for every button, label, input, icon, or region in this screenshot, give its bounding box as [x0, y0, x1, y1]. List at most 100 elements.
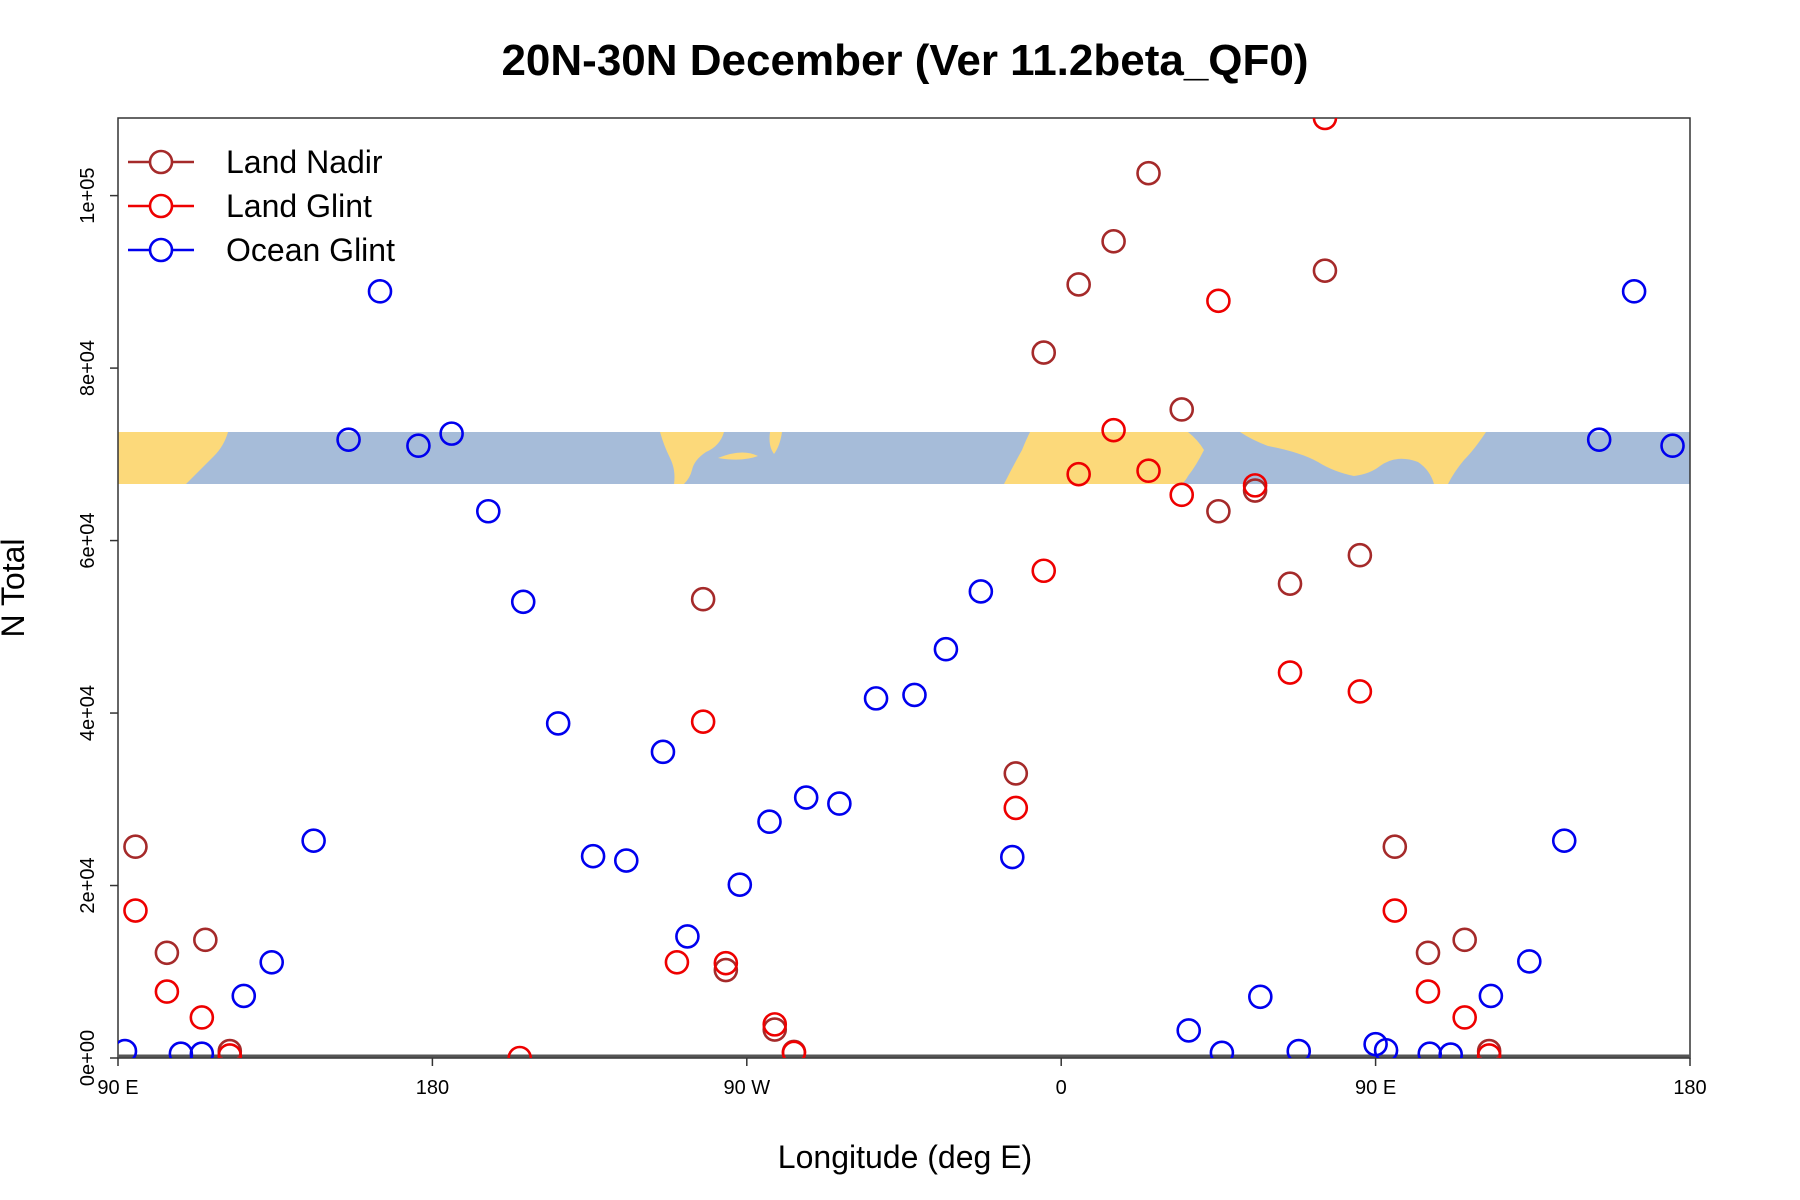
- data-point: [664, 949, 690, 975]
- data-point: [510, 589, 536, 615]
- data-point: [123, 898, 148, 923]
- data-point: [1169, 482, 1195, 508]
- y-axis: 0e+00 2e+04 4e+04 6e+04 8e+04 1e+05: [77, 168, 118, 1086]
- data-point: [507, 1045, 533, 1058]
- data-point: [1415, 940, 1441, 966]
- data-point: [1551, 828, 1577, 853]
- data-point: [1660, 433, 1685, 459]
- series-land-glint: [123, 118, 1502, 1058]
- data-point: [727, 872, 753, 897]
- x-tick-label: 0: [1056, 1077, 1067, 1099]
- data-point: [1382, 898, 1408, 923]
- x-tick-label: 90 E: [97, 1077, 138, 1099]
- data-point: [1242, 473, 1268, 498]
- data-point: [1209, 1040, 1235, 1058]
- data-point: [1476, 1043, 1502, 1058]
- x-tick-label: 180: [1673, 1077, 1706, 1099]
- legend-marker: [148, 193, 174, 219]
- data-point: [757, 809, 782, 835]
- data-point: [1176, 1018, 1202, 1043]
- data-point: [367, 279, 393, 304]
- data-point: [1066, 272, 1091, 297]
- data-point: [1031, 558, 1057, 584]
- data-point: [439, 421, 464, 446]
- x-tick-label: 90 W: [723, 1077, 770, 1099]
- data-point: [793, 785, 819, 810]
- x-axis-label: Longitude (deg E): [778, 1139, 1032, 1175]
- y-tick-label: 4e+04: [77, 685, 99, 741]
- data-point: [1452, 1005, 1477, 1030]
- data-point: [1277, 660, 1303, 685]
- y-tick-label: 0e+00: [77, 1030, 99, 1086]
- data-point: [827, 791, 852, 816]
- data-point: [1415, 979, 1441, 1004]
- data-point: [1101, 229, 1126, 254]
- data-point: [1438, 1042, 1464, 1058]
- data-point: [154, 979, 180, 1004]
- plot-frame: [117, 117, 1691, 1059]
- y-tick-label: 6e+04: [77, 512, 99, 568]
- x-tick-label: 90 E: [1355, 1077, 1396, 1099]
- data-point: [1347, 542, 1373, 568]
- series-ocean-glint: [118, 279, 1685, 1058]
- data-point: [613, 848, 639, 873]
- data-point: [713, 957, 739, 983]
- data-point: [1517, 949, 1542, 974]
- data-point: [1003, 761, 1029, 786]
- legend-marker: [148, 149, 174, 175]
- data-point: [933, 636, 959, 662]
- data-point: [1206, 288, 1231, 314]
- legend-label: Ocean Glint: [226, 232, 395, 268]
- legend-label: Land Glint: [226, 188, 372, 224]
- data-point: [650, 739, 676, 765]
- y-tick-label: 2e+04: [77, 857, 99, 913]
- data-point: [1136, 458, 1161, 484]
- x-tick-label: 180: [416, 1077, 449, 1099]
- data-point: [713, 950, 739, 976]
- data-point: [999, 844, 1025, 870]
- y-tick-label: 1e+05: [77, 168, 99, 224]
- data-point: [863, 686, 889, 711]
- data-point: [1286, 1038, 1312, 1058]
- data-point: [1382, 834, 1408, 860]
- data-point: [168, 1041, 194, 1058]
- data-point: [1206, 498, 1231, 524]
- data-point: [1277, 571, 1303, 596]
- data-point: [902, 682, 927, 708]
- data-point: [259, 949, 285, 975]
- map-land: [118, 432, 1486, 484]
- legend-label: Land Nadir: [226, 144, 383, 180]
- data-point: [1136, 160, 1161, 186]
- data-point: [1248, 984, 1273, 1010]
- data-point: [301, 828, 326, 853]
- data-point: [1169, 397, 1195, 422]
- legend-marker: [148, 237, 174, 263]
- data-point: [690, 709, 716, 734]
- data-point: [189, 1005, 215, 1030]
- data-point: [1312, 258, 1338, 283]
- data-point: [475, 498, 501, 524]
- data-point: [336, 427, 361, 452]
- data-point: [762, 1012, 788, 1037]
- data-point: [123, 834, 148, 860]
- data-point: [690, 586, 716, 612]
- data-point: [1586, 427, 1612, 452]
- data-point: [1347, 679, 1373, 704]
- data-point: [545, 711, 571, 736]
- data-point: [1373, 1037, 1399, 1058]
- data-point: [968, 579, 994, 604]
- y-tick-label: 8e+04: [77, 340, 99, 396]
- data-point: [1312, 118, 1338, 131]
- data-point: [781, 1040, 807, 1058]
- data-point: [1452, 927, 1477, 953]
- data-point: [406, 433, 431, 459]
- data-point: [217, 1043, 243, 1058]
- chart-title: 20N-30N December (Ver 11.2beta_QF0): [501, 36, 1308, 85]
- data-points: [118, 118, 1685, 1058]
- data-point: [154, 940, 180, 966]
- data-point: [193, 927, 218, 953]
- map-band: [118, 432, 1690, 484]
- data-point: [118, 1038, 138, 1058]
- series-land-nadir: [123, 160, 1502, 1058]
